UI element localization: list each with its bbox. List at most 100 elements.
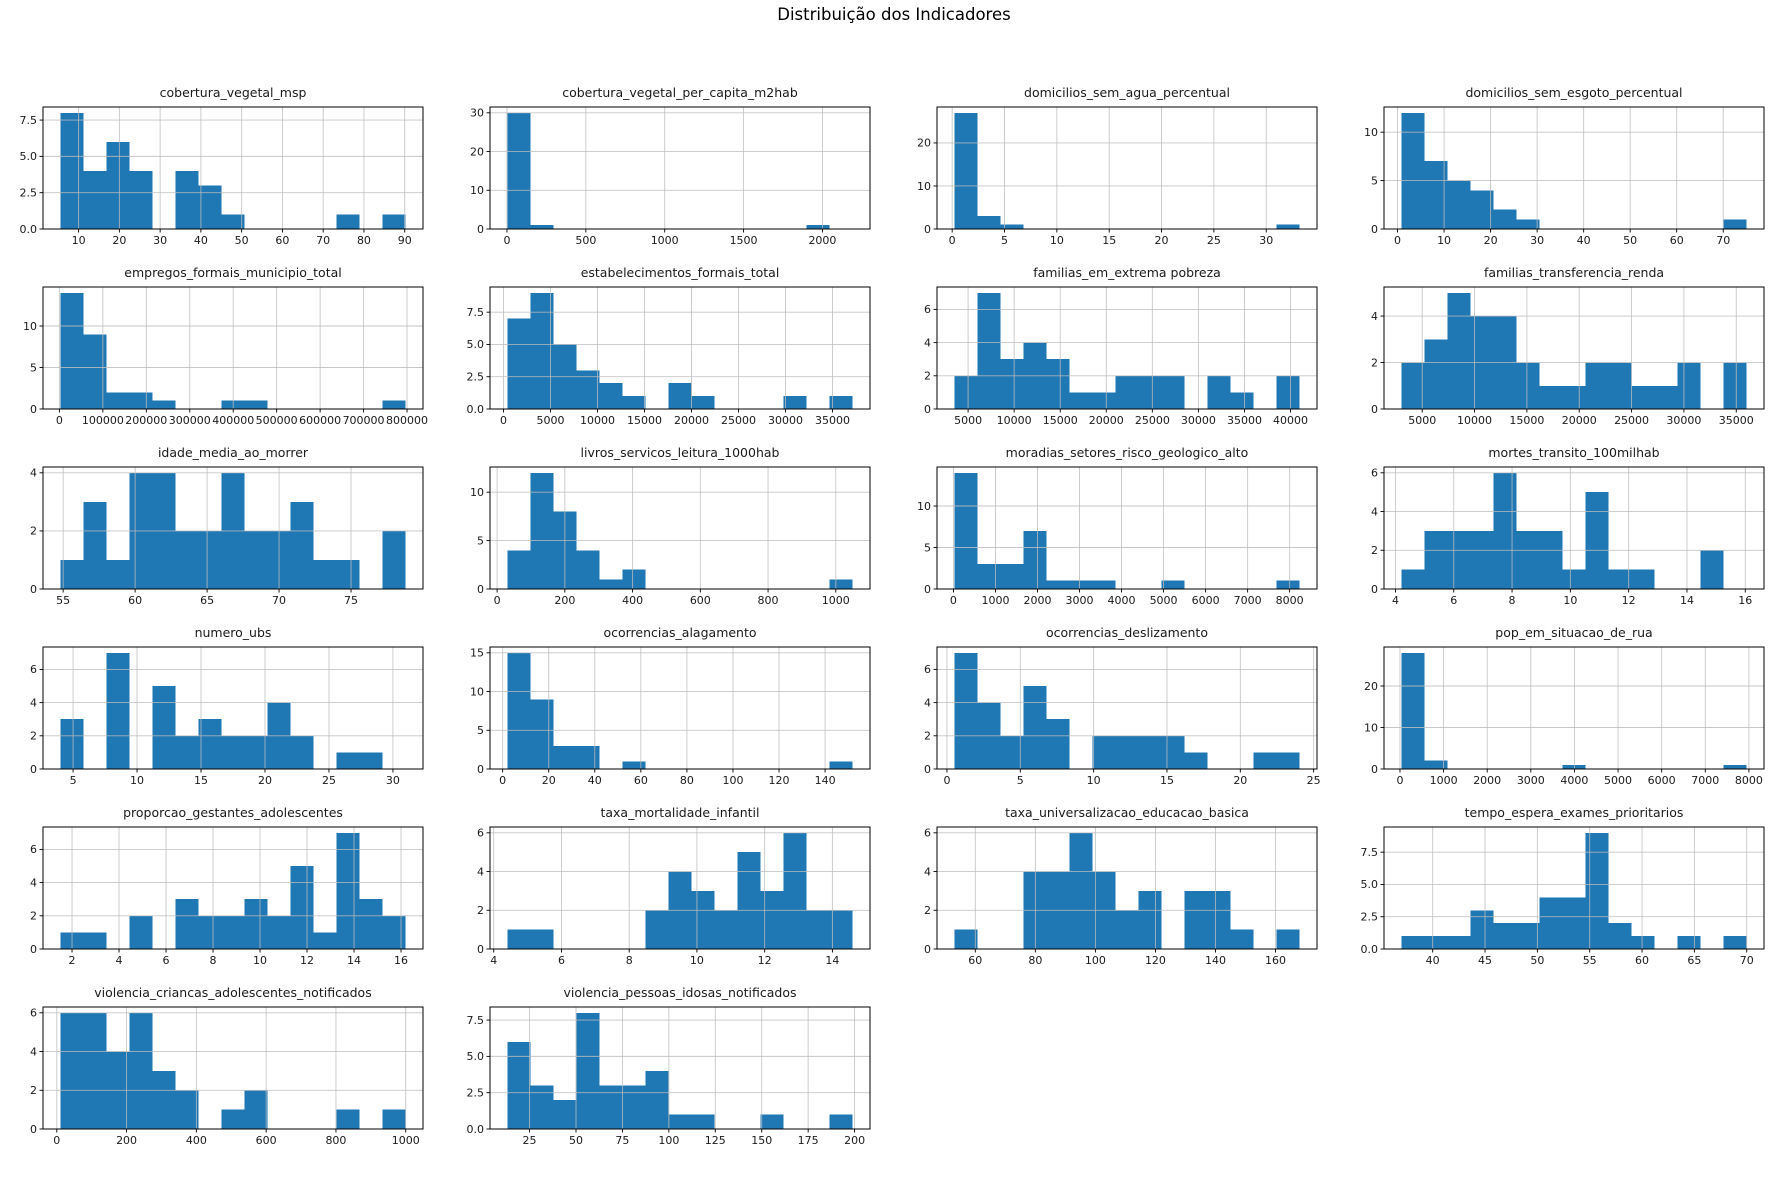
subplot-title: cobertura_vegetal_msp: [160, 85, 307, 100]
histogram-bar: [1723, 936, 1747, 949]
subplot-familias-transferencia-renda: familias_transferencia_renda 5000 10000 150…: [1341, 261, 1788, 441]
x-tick-label: 100: [1085, 954, 1106, 967]
x-tick-label: 0: [494, 594, 501, 607]
y-tick-label: 5: [1371, 174, 1378, 187]
y-tick-label: 30: [470, 107, 484, 120]
histogram-bar: [152, 400, 176, 409]
histogram-bar: [576, 370, 600, 409]
histogram-bar: [622, 761, 646, 769]
x-tick-label: 3000: [1517, 774, 1545, 787]
histogram-bar: [1516, 923, 1540, 949]
plot-frame: [936, 826, 1318, 950]
x-tick-label: 15000: [1043, 414, 1078, 427]
histogram-bar: [175, 1090, 199, 1129]
y-tick-label: 6: [924, 827, 931, 840]
x-tick-label: 75: [615, 1134, 629, 1147]
subplot-violencia-pessoas-idosas-notificados: violencia_pessoas_idosas_notificados 25 50…: [447, 981, 894, 1161]
y-tick-label: 0: [924, 583, 931, 596]
x-tick-label: 70: [1716, 234, 1730, 247]
y-tick-label: 0.0: [467, 1123, 485, 1136]
x-tick-label: 0: [53, 1134, 60, 1147]
subplot-title: mortes_transito_100milhab: [1488, 445, 1659, 460]
subplot-violencia-criancas-adolescentes-notificados: violencia_criancas_adolescentes_notifica…: [0, 981, 447, 1161]
y-tick-label: 7.5: [467, 306, 485, 319]
histogram-svg: tempo_espera_exames_prioritarios 40 45 50 55…: [1361, 805, 1765, 967]
histogram-bar: [1069, 832, 1093, 949]
histogram-bar: [1161, 735, 1185, 769]
histogram-bar: [737, 852, 761, 949]
x-tick-label: 30000: [1666, 414, 1701, 427]
histogram-bar: [783, 832, 807, 949]
histogram-bar: [1677, 362, 1701, 409]
histogram-svg: cobertura_vegetal_msp 10 20 30 40 50 60 70 80 90 0…: [20, 85, 424, 247]
y-tick-label: 7.5: [20, 114, 38, 127]
histogram-svg: taxa_mortalidade_infantil 4 6 8 10 12 14 0 2 4 6: [477, 805, 871, 967]
y-tick-label: 6: [924, 303, 931, 316]
x-tick-label: 10: [253, 954, 267, 967]
plot-frame: [489, 646, 871, 770]
plot-frame: [1383, 826, 1765, 950]
histogram-bar: [530, 699, 554, 769]
x-tick-label: 8000: [1276, 594, 1304, 607]
histogram-bar: [1000, 735, 1024, 769]
subplot-title: idade_media_ao_morrer: [158, 445, 309, 460]
histogram-bar: [977, 292, 1001, 409]
plot-frame: [489, 1006, 871, 1130]
y-tick-label: 5.0: [467, 338, 485, 351]
histogram-bar: [691, 890, 715, 949]
x-tick-label: 15000: [627, 414, 662, 427]
x-tick-label: 1500: [730, 234, 758, 247]
subplot-familias-em-extrema-pobreza: familias_em_extrema pobreza 5000 10000 1500…: [894, 261, 1341, 441]
histogram-bar: [806, 910, 830, 949]
subplot-taxa-universalizacao-educacao-basica: taxa_universalizacao_educacao_basica 60 80…: [894, 801, 1341, 981]
x-tick-label: 0: [499, 774, 506, 787]
x-tick-label: 800: [325, 1134, 346, 1147]
x-tick-label: 25000: [1135, 414, 1170, 427]
histogram-bar: [336, 752, 360, 769]
histogram-bar: [1023, 686, 1047, 769]
histogram-bar: [1608, 923, 1632, 949]
subplot-numero-ubs: numero_ubs 5 10 15 20 25 30 0 2 4 6: [0, 621, 447, 801]
histogram-bar: [290, 501, 314, 589]
histogram-bar: [336, 832, 360, 949]
histogram-bar: [530, 472, 554, 589]
histogram-bar: [645, 910, 669, 949]
histogram-bar: [1447, 292, 1471, 409]
histogram-bar: [1723, 219, 1747, 229]
x-tick-label: 0: [500, 414, 507, 427]
histogram-bar: [1424, 339, 1448, 409]
x-tick-label: 80: [357, 234, 371, 247]
histogram-bar: [1631, 936, 1655, 949]
y-tick-label: 20: [1364, 680, 1378, 693]
x-tick-label: 20: [1484, 234, 1498, 247]
subplot-domicilios-sem-esgoto-percentual: domicilios_sem_esgoto_percentual 0 10 20 30 4…: [1341, 81, 1788, 261]
histogram-bar: [530, 292, 554, 409]
y-tick-label: 6: [1371, 467, 1378, 480]
histogram-bar: [336, 559, 360, 589]
histogram-bar: [83, 932, 107, 949]
x-tick-label: 5: [1017, 774, 1024, 787]
histogram-bar: [83, 170, 107, 229]
histogram-svg: proporcao_gestantes_adolescentes 2 4 6 8 10 12…: [30, 805, 424, 967]
histogram-bar: [1161, 580, 1185, 589]
y-tick-label: 0: [924, 403, 931, 416]
subplot-title: violencia_pessoas_idosas_notificados: [563, 985, 796, 1000]
x-tick-label: 5000: [1150, 594, 1178, 607]
histogram-bar: [382, 400, 406, 409]
histogram-bar: [1276, 752, 1300, 769]
x-tick-label: 1000: [981, 594, 1009, 607]
x-tick-label: 2000: [1023, 594, 1051, 607]
histogram-bar: [382, 915, 406, 949]
x-tick-label: 14: [825, 954, 839, 967]
subplot-title: ocorrencias_alagamento: [603, 625, 756, 640]
histogram-bar: [507, 318, 531, 409]
histogram-bar: [599, 1085, 623, 1129]
x-tick-label: 6: [1450, 594, 1457, 607]
subplot-tempo-espera-exames-prioritarios: tempo_espera_exames_prioritarios 40 45 50 55…: [1341, 801, 1788, 981]
x-tick-label: 20000: [1562, 414, 1597, 427]
y-tick-label: 10: [1364, 721, 1378, 734]
subplot-ocorrencias-alagamento: ocorrencias_alagamento 0 20 40 60 80 100 120 140…: [447, 621, 894, 801]
histogram-bar: [1424, 760, 1448, 769]
histogram-bar: [1424, 161, 1448, 229]
